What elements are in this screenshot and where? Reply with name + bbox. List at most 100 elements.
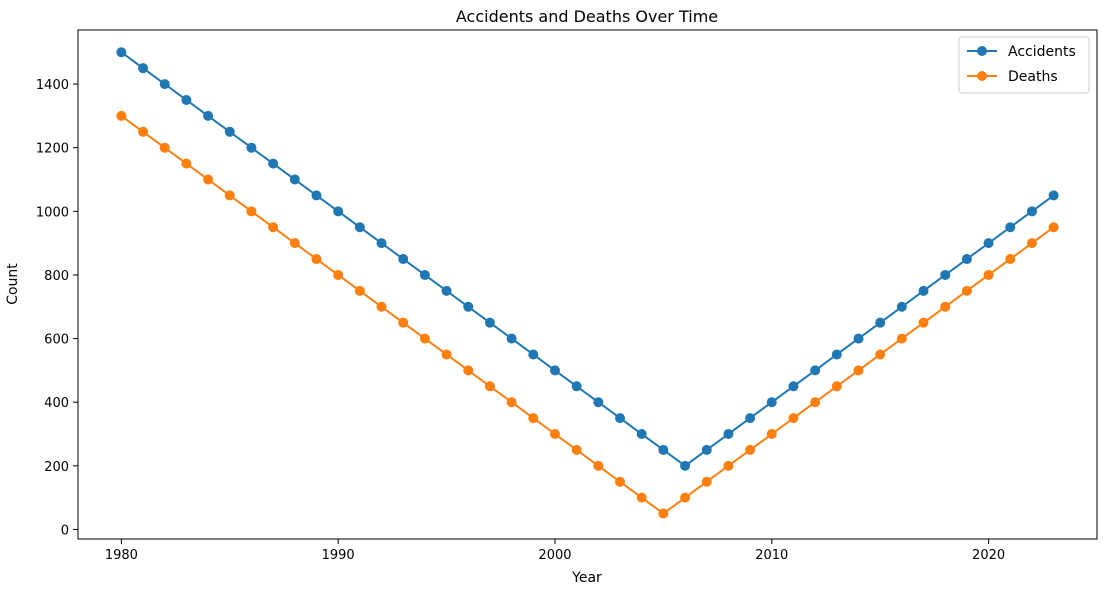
deaths-point bbox=[419, 333, 430, 344]
accidents-point bbox=[896, 301, 907, 312]
accidents-point bbox=[723, 429, 734, 440]
x-tick-label: 1980 bbox=[105, 548, 138, 563]
y-axis-title: Count bbox=[5, 263, 21, 305]
deaths-point bbox=[875, 349, 886, 360]
y-tick-label: 1000 bbox=[36, 205, 69, 220]
deaths-point bbox=[289, 238, 300, 249]
deaths-point bbox=[376, 301, 387, 312]
deaths-point bbox=[853, 365, 864, 376]
deaths-point bbox=[463, 365, 474, 376]
accidents-point bbox=[224, 126, 235, 137]
accidents-point bbox=[1005, 222, 1016, 233]
legend-deaths-label: Deaths bbox=[1008, 69, 1058, 85]
deaths-point bbox=[1026, 238, 1037, 249]
accidents-point bbox=[333, 206, 344, 217]
accidents-point bbox=[419, 269, 430, 280]
x-tick-label: 2000 bbox=[538, 548, 571, 563]
accidents-point bbox=[853, 333, 864, 344]
accidents-point bbox=[701, 444, 712, 455]
accidents-point bbox=[918, 285, 929, 296]
accidents-point bbox=[181, 94, 192, 105]
deaths-point bbox=[268, 222, 279, 233]
deaths-point bbox=[961, 285, 972, 296]
deaths-point bbox=[333, 269, 344, 280]
deaths-point bbox=[571, 444, 582, 455]
deaths-point bbox=[636, 492, 647, 503]
x-tick-label: 1990 bbox=[322, 548, 355, 563]
plot-frame bbox=[77, 29, 1098, 540]
y-tick-label: 200 bbox=[44, 460, 69, 475]
legend-accidents-marker bbox=[977, 46, 987, 56]
deaths-point bbox=[831, 381, 842, 392]
x-axis-title: Year bbox=[571, 570, 602, 586]
accidents-point bbox=[658, 444, 669, 455]
deaths-point bbox=[549, 429, 560, 440]
x-axis: 1980 1990 2000 2010 2020 bbox=[105, 539, 1005, 563]
accidents-point bbox=[246, 142, 257, 153]
accidents-point bbox=[376, 238, 387, 249]
deaths-point bbox=[658, 508, 669, 519]
accidents-point bbox=[528, 349, 539, 360]
deaths-point bbox=[940, 301, 951, 312]
x-tick-label: 2010 bbox=[755, 548, 788, 563]
deaths-point bbox=[116, 110, 127, 121]
accidents-point bbox=[463, 301, 474, 312]
legend-deaths-marker bbox=[977, 71, 987, 81]
accidents-point bbox=[1048, 190, 1059, 201]
accidents-point bbox=[354, 222, 365, 233]
accidents-point bbox=[289, 174, 300, 185]
deaths-point bbox=[203, 174, 214, 185]
deaths-point bbox=[246, 206, 257, 217]
accidents-point bbox=[571, 381, 582, 392]
accidents-point bbox=[268, 158, 279, 169]
accidents-point bbox=[506, 333, 517, 344]
deaths-point bbox=[528, 413, 539, 424]
chart-title: Accidents and Deaths Over Time bbox=[456, 7, 718, 26]
accidents-point bbox=[138, 63, 149, 74]
y-tick-label: 1200 bbox=[36, 142, 69, 157]
deaths-point bbox=[983, 269, 994, 280]
accidents-point bbox=[203, 110, 214, 121]
deaths-point bbox=[680, 492, 691, 503]
y-axis: 0 200 400 600 800 1000 1200 1400 bbox=[36, 78, 78, 538]
accidents-point bbox=[593, 397, 604, 408]
legend-accidents-label: Accidents bbox=[1008, 44, 1076, 60]
accidents-point bbox=[159, 79, 170, 90]
deaths-point bbox=[484, 381, 495, 392]
deaths-point bbox=[506, 397, 517, 408]
deaths-point bbox=[745, 444, 756, 455]
y-tick-label: 600 bbox=[44, 333, 69, 348]
accidents-point bbox=[983, 238, 994, 249]
accidents-point bbox=[636, 429, 647, 440]
deaths-point bbox=[788, 413, 799, 424]
accidents-point bbox=[549, 365, 560, 376]
y-tick-label: 0 bbox=[61, 523, 69, 538]
deaths-point bbox=[1005, 254, 1016, 265]
accidents-point bbox=[311, 190, 322, 201]
deaths-point bbox=[723, 460, 734, 471]
deaths-point bbox=[615, 476, 626, 487]
plot-area bbox=[116, 47, 1059, 519]
deaths-point bbox=[766, 429, 777, 440]
accidents-point bbox=[484, 317, 495, 328]
accidents-point bbox=[680, 460, 691, 471]
accidents-point bbox=[766, 397, 777, 408]
accidents-point bbox=[940, 269, 951, 280]
accidents-point bbox=[810, 365, 821, 376]
accidents-point bbox=[961, 254, 972, 265]
deaths-point bbox=[224, 190, 235, 201]
deaths-point bbox=[138, 126, 149, 137]
y-tick-label: 1400 bbox=[36, 78, 69, 93]
accidents-point bbox=[116, 47, 127, 58]
y-tick-label: 800 bbox=[44, 269, 69, 284]
y-tick-label: 400 bbox=[44, 396, 69, 411]
deaths-point bbox=[1048, 222, 1059, 233]
deaths-line bbox=[120, 115, 1055, 515]
accidents-point bbox=[441, 285, 452, 296]
legend: Accidents Deaths bbox=[958, 36, 1090, 94]
deaths-point bbox=[181, 158, 192, 169]
accidents-point bbox=[831, 349, 842, 360]
x-tick-label: 2020 bbox=[972, 548, 1005, 563]
accidents-point bbox=[788, 381, 799, 392]
deaths-point bbox=[311, 254, 322, 265]
